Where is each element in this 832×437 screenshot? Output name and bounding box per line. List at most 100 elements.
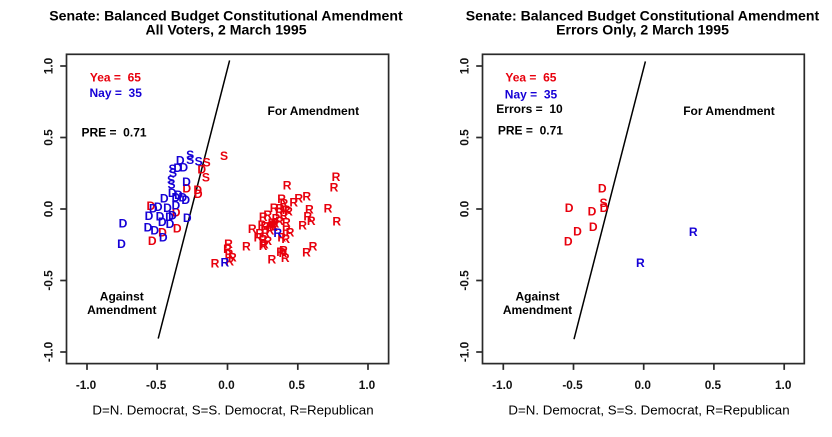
svg-text:D: D [588,205,597,219]
svg-text:R: R [263,208,272,222]
svg-text:R: R [259,239,268,253]
svg-text:R: R [282,223,291,237]
svg-text:PRE = 0.71: PRE = 0.71 [82,125,147,139]
svg-text:0.0: 0.0 [218,378,235,392]
svg-text:D: D [158,226,167,240]
svg-text:R: R [225,247,234,261]
svg-text:D: D [178,191,187,205]
svg-text:0.5: 0.5 [42,129,56,146]
svg-text:R: R [302,245,311,259]
svg-text:D: D [564,235,573,249]
svg-text:S: S [599,196,607,210]
svg-text:R: R [332,170,341,184]
svg-text:R: R [689,225,698,239]
svg-text:R: R [228,251,237,265]
svg-text:-1.0: -1.0 [458,341,472,362]
svg-text:R: R [281,232,290,246]
svg-text:S: S [167,173,175,187]
svg-text:R: R [307,214,316,228]
svg-text:D: D [166,217,175,231]
svg-text:D: D [573,224,582,238]
svg-text:D: D [149,202,158,216]
svg-text:-0.5: -0.5 [146,378,167,392]
svg-text:-1.0: -1.0 [76,378,97,392]
svg-text:-0.5: -0.5 [458,270,472,291]
svg-text:D: D [589,220,598,234]
svg-text:R: R [636,256,645,270]
svg-text:R: R [223,242,232,256]
svg-text:R: R [261,220,270,234]
svg-text:R: R [280,197,289,211]
svg-text:D: D [193,183,202,197]
svg-text:R: R [211,256,220,270]
svg-text:Errors Only, 2 March 1995: Errors Only, 2 March 1995 [556,22,729,38]
svg-text:D: D [173,161,182,175]
svg-text:D: D [145,209,154,223]
svg-text:Senate: Balanced Budget Consti: Senate: Balanced Budget Constitutional A… [466,8,820,24]
svg-text:D: D [159,230,168,244]
svg-text:1.0: 1.0 [775,378,792,392]
svg-text:R: R [259,232,268,246]
svg-text:D: D [197,163,206,177]
svg-text:R: R [273,226,282,240]
svg-text:D=N. Democrat, S=S. Democrat,: D=N. Democrat, S=S. Democrat, R=Republic… [508,402,789,417]
svg-text:R: R [279,246,288,260]
svg-text:D: D [144,221,153,235]
svg-text:Against: Against [515,290,559,304]
svg-text:R: R [254,231,263,245]
svg-text:D: D [172,205,181,219]
svg-text:D: D [165,210,174,224]
svg-text:R: R [258,218,267,232]
svg-text:D: D [598,182,607,196]
svg-text:R: R [275,205,284,219]
svg-text:Yea = 65: Yea = 65 [90,70,141,84]
svg-text:D=N. Democrat, S=S. Democrat,: D=N. Democrat, S=S. Democrat, R=Republic… [92,402,373,417]
svg-text:D: D [565,201,574,215]
svg-text:-1.0: -1.0 [42,341,56,362]
svg-text:S: S [220,149,228,163]
svg-text:R: R [332,214,341,228]
svg-text:-1.0: -1.0 [492,378,513,392]
svg-text:R: R [275,202,284,216]
svg-text:R: R [305,202,314,216]
svg-text:S: S [167,178,175,192]
svg-text:R: R [242,239,251,253]
svg-text:D: D [172,199,181,213]
svg-text:S: S [169,166,177,180]
svg-text:S: S [186,148,194,162]
svg-text:D: D [163,201,172,215]
svg-text:Amendment: Amendment [87,303,156,317]
svg-text:D: D [154,200,163,214]
svg-text:Nay = 35: Nay = 35 [90,86,143,100]
svg-text:R: R [284,205,293,219]
svg-text:R: R [286,225,295,239]
svg-text:R: R [289,195,298,209]
svg-text:0.5: 0.5 [289,378,306,392]
svg-text:S: S [186,153,194,167]
svg-text:Senate: Balanced Budget Consti: Senate: Balanced Budget Constitutional A… [49,8,403,24]
svg-text:D: D [168,208,177,222]
svg-text:D: D [174,188,183,202]
svg-text:S: S [195,155,203,169]
svg-text:R: R [324,201,333,215]
svg-text:PRE = 0.71: PRE = 0.71 [498,123,563,137]
svg-text:R: R [275,214,284,228]
svg-text:D: D [182,182,191,196]
svg-text:D: D [600,201,609,215]
svg-text:R: R [268,216,277,230]
svg-text:D: D [119,216,128,230]
svg-text:R: R [282,216,291,230]
svg-text:D: D [176,154,185,168]
svg-text:D: D [194,187,203,201]
svg-text:R: R [255,227,264,241]
svg-text:R: R [294,191,303,205]
svg-text:For Amendment: For Amendment [268,104,360,118]
svg-text:D: D [158,215,167,229]
svg-text:D: D [182,175,191,189]
svg-text:D: D [148,234,157,248]
svg-text:R: R [221,255,230,269]
svg-text:S: S [202,171,210,185]
svg-text:R: R [277,192,286,206]
svg-text:Against: Against [100,290,144,304]
svg-text:D: D [172,191,181,205]
